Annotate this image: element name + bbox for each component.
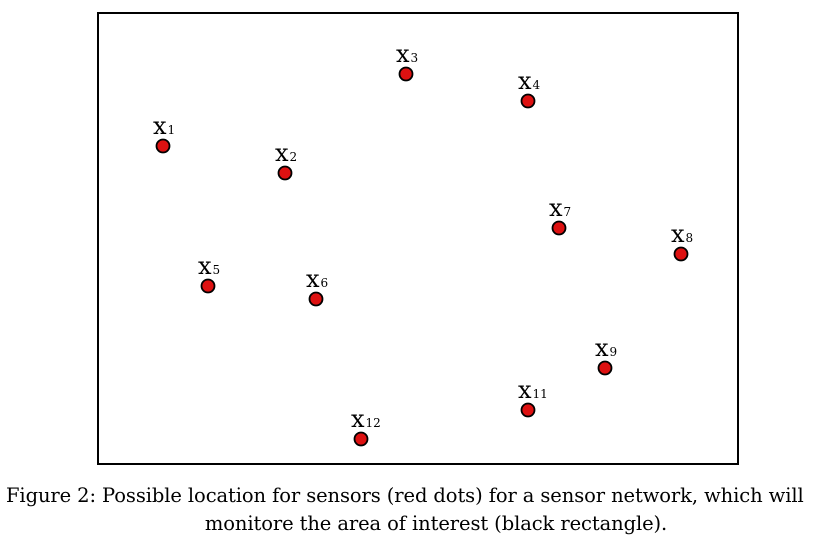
sensor-x4: x4 xyxy=(518,67,541,109)
sensor-dot xyxy=(308,291,324,307)
area-of-interest-rectangle xyxy=(97,12,739,465)
sensor-x8: x8 xyxy=(671,220,693,262)
sensor-dot xyxy=(597,360,613,376)
sensor-dot xyxy=(353,431,369,447)
sensor-label: x7 xyxy=(549,194,571,222)
sensor-x6: x6 xyxy=(306,265,328,307)
sensor-label: x9 xyxy=(595,334,617,362)
sensor-x2: x2 xyxy=(275,139,297,181)
sensor-dot xyxy=(673,246,689,262)
sensor-x5: x5 xyxy=(198,252,220,294)
sensor-x3: x3 xyxy=(396,40,418,82)
sensor-dot xyxy=(155,138,171,154)
sensor-x12: x12 xyxy=(351,405,381,447)
sensor-dot xyxy=(551,220,567,236)
caption-line-2: monitore the area of interest (black rec… xyxy=(204,512,668,535)
caption-line-1: Figure 2: Possible location for sensors … xyxy=(6,484,804,507)
sensor-x11: x11 xyxy=(518,376,548,418)
sensor-label: x8 xyxy=(671,220,693,248)
sensor-x9: x9 xyxy=(595,334,617,376)
sensor-x1: x1 xyxy=(153,112,175,154)
sensor-dot xyxy=(277,165,293,181)
sensor-label: x1 xyxy=(153,112,175,140)
sensor-label: x11 xyxy=(518,376,548,404)
sensor-label: x2 xyxy=(275,139,297,167)
sensor-network-figure: x1 x2 x3 x4 x5 x6 x7 x8 x9 x11 x12 xyxy=(97,12,739,465)
sensor-label: x12 xyxy=(351,405,381,433)
sensor-dot xyxy=(398,66,414,82)
sensor-label: x3 xyxy=(396,40,418,68)
sensor-dot xyxy=(520,93,536,109)
sensor-x7: x7 xyxy=(549,194,571,236)
sensor-dot xyxy=(520,402,536,418)
sensor-label: x4 xyxy=(518,67,541,95)
sensor-dot xyxy=(200,278,216,294)
sensor-label: x5 xyxy=(198,252,220,280)
figure-caption: Figure 2: Possible location for sensors … xyxy=(0,482,836,538)
sensor-label: x6 xyxy=(306,265,328,293)
